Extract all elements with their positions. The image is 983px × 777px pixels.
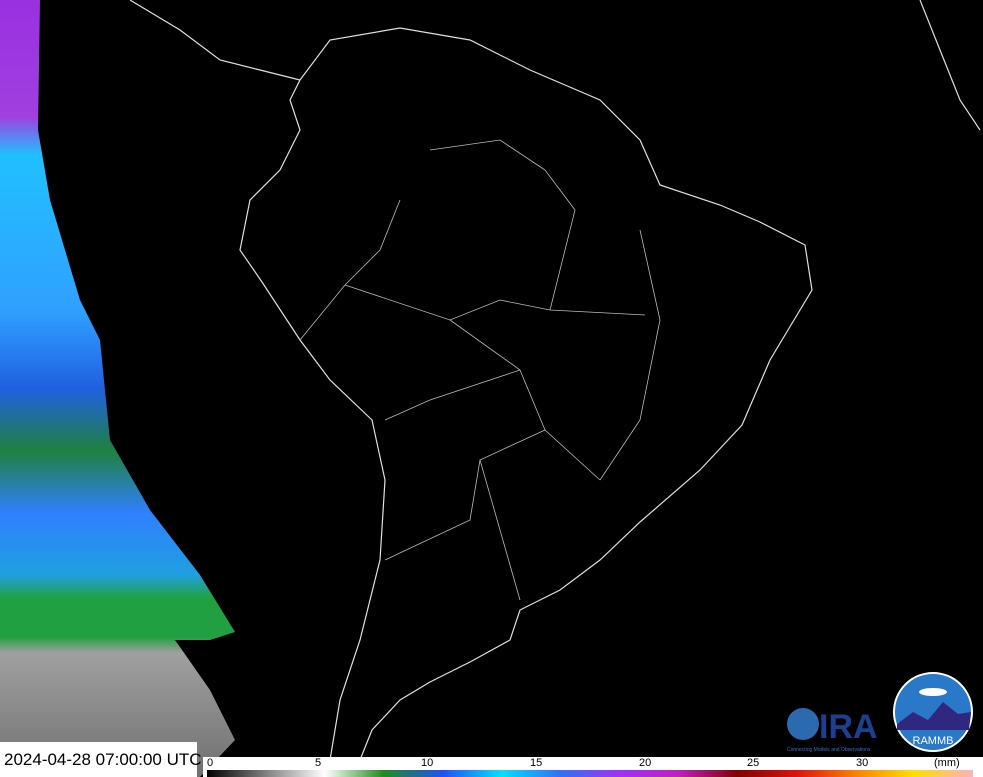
country-borders — [299, 139, 661, 601]
svg-text:RAMMB: RAMMB — [913, 735, 954, 747]
colorbar-tick: 20 — [639, 757, 652, 769]
colorbar-unit: (mm) — [934, 757, 960, 769]
colorbar-tick: 10 — [421, 757, 434, 769]
colorbar-tick: 25 — [747, 757, 760, 769]
mexico-coastline — [919, 0, 981, 131]
south-america-coastline — [239, 27, 813, 761]
svg-text:Connecting Models and Observat: Connecting Models and Observations — [787, 747, 871, 753]
central-america-coastline — [129, 0, 301, 81]
colorbar-legend: 0 5 10 15 20 25 30 (mm) — [203, 757, 983, 777]
colorbar-tick: 5 — [315, 757, 322, 769]
logos: IRA Connecting Models and Observations R… — [783, 672, 981, 759]
colorbar-gradient — [207, 770, 973, 777]
cira-logo: IRA Connecting Models and Observations — [787, 708, 878, 753]
colorbar-tick: 0 — [207, 757, 214, 769]
precipitable-water-field — [0, 0, 235, 777]
colorbar-tick: 15 — [530, 757, 543, 769]
timestamp-label: 2024-04-28 07:00:00 UTC — [0, 742, 202, 777]
colorbar-tick: 30 — [856, 757, 869, 769]
svg-text:IRA: IRA — [819, 708, 878, 746]
rammb-logo: RAMMB — [893, 672, 973, 752]
